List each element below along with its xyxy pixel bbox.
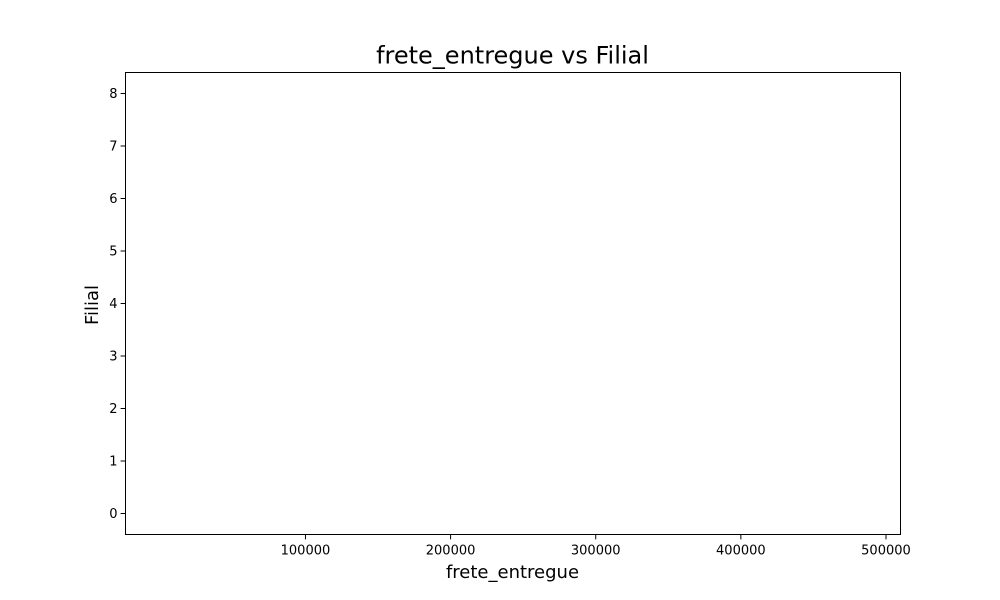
x-tick-label: 500000 bbox=[861, 544, 911, 559]
x-tick-label: 400000 bbox=[716, 544, 766, 559]
x-axis-label: frete_entregue bbox=[446, 562, 579, 583]
chart-title: frete_entregue vs Filial bbox=[376, 42, 649, 70]
y-axis-ticks: 0 1 2 3 4 5 6 7 8 bbox=[109, 87, 126, 522]
y-tick-label: 6 bbox=[109, 192, 117, 207]
y-tick-label: 4 bbox=[109, 297, 117, 312]
y-tick-label: 1 bbox=[109, 455, 117, 470]
plot-area bbox=[125, 72, 901, 535]
y-tick-label: 7 bbox=[109, 140, 117, 155]
y-tick-label: 5 bbox=[109, 245, 117, 260]
y-tick-label: 2 bbox=[109, 402, 117, 417]
x-axis-ticks: 100000 200000 300000 400000 500000 bbox=[281, 534, 911, 559]
x-tick-label: 300000 bbox=[571, 544, 621, 559]
y-tick-label: 0 bbox=[109, 507, 117, 522]
x-tick-label: 200000 bbox=[426, 544, 476, 559]
y-tick-label: 8 bbox=[109, 87, 117, 102]
y-axis-label: Filial bbox=[82, 285, 103, 325]
axes-frame bbox=[125, 72, 901, 535]
y-tick-label: 3 bbox=[109, 350, 117, 365]
x-tick-label: 100000 bbox=[281, 544, 331, 559]
